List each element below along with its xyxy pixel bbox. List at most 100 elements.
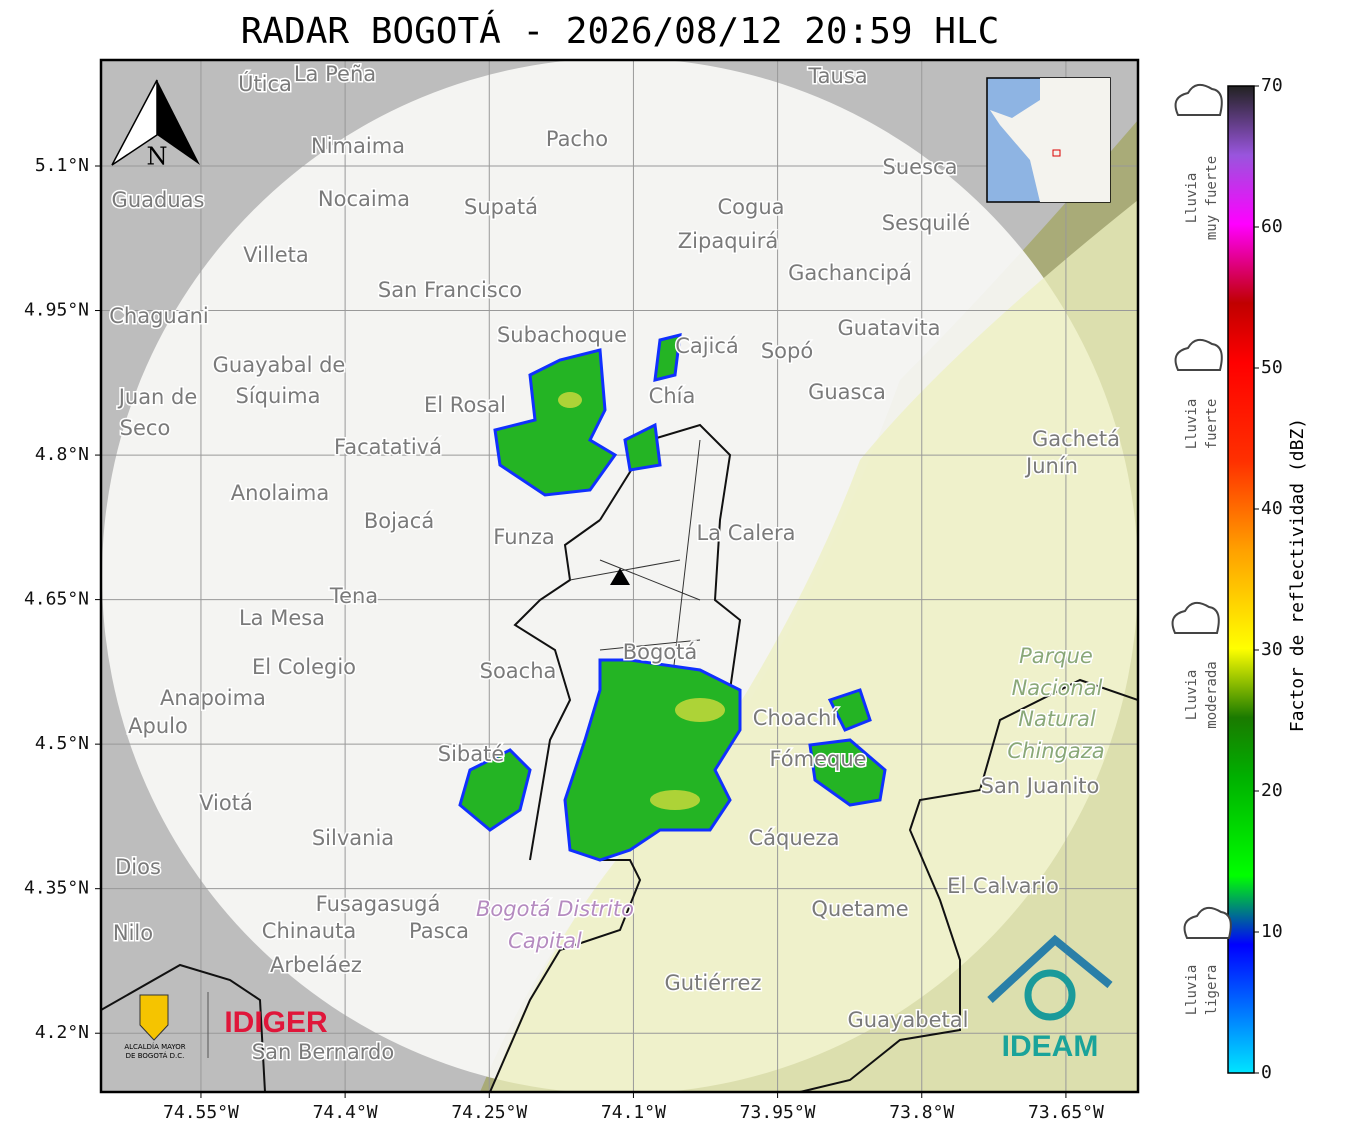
rain-level-label: muy fuerte — [1204, 156, 1220, 240]
colorbar-tick-label: 50 — [1261, 357, 1283, 378]
y-tick-label: 5.1°N — [35, 155, 89, 176]
place-label: Natural — [1018, 707, 1096, 731]
place-label: San Bernardo — [252, 1040, 394, 1064]
rain-level-label: Lluvia — [1184, 173, 1200, 224]
place-label: Tena — [329, 584, 378, 608]
place-label: Quetame — [811, 897, 908, 921]
localities — [569, 439, 701, 701]
place-label: Nilo — [113, 921, 153, 945]
place-label: La Mesa — [239, 606, 325, 630]
north-label: N — [147, 143, 168, 171]
echo-cores — [558, 392, 725, 810]
place-label: Apulo — [128, 714, 188, 738]
place-label: Facatativá — [334, 435, 442, 459]
y-tick-label: 4.8°N — [35, 444, 89, 465]
place-label: Guayabal de — [213, 353, 346, 377]
place-label: Gutiérrez — [665, 971, 762, 995]
place-label: Suesca — [883, 155, 958, 179]
place-label: Cáqueza — [749, 826, 840, 850]
y-tick-label: 4.65°N — [24, 589, 89, 610]
place-label: San Juanito — [981, 774, 1100, 798]
place-label: La Calera — [696, 521, 795, 545]
north-arrow-right — [157, 80, 200, 165]
ideam-logo: IDEAM — [1002, 1030, 1099, 1063]
ideam-roof — [987, 934, 1113, 1003]
alcaldia-shield — [139, 994, 169, 1041]
place-label: Guayabetal — [848, 1008, 969, 1032]
place-label: Villeta — [243, 243, 308, 267]
place-label: Sibaté — [438, 742, 505, 766]
rain-level-label: moderada — [1204, 661, 1220, 728]
place-label: Sesquilé — [882, 211, 970, 235]
place-label: Capital — [508, 929, 582, 953]
x-tick-label: 74.25°W — [451, 1102, 527, 1123]
map-frame — [99, 58, 1140, 1094]
rain-level-label: ligera — [1204, 965, 1220, 1016]
y-tick-label: 4.35°N — [24, 878, 89, 899]
terrain-overlay — [490, 200, 1138, 1092]
alcaldia-text: DE BOGOTÁ D.C. — [126, 1051, 185, 1060]
x-tick-label: 74.4°W — [313, 1102, 378, 1123]
place-label: Nacional — [1012, 676, 1103, 700]
colorbar-tick-label: 40 — [1261, 498, 1283, 519]
rain-level-label: fuerte — [1204, 399, 1220, 450]
x-tick-label: 73.65°W — [1028, 1102, 1104, 1123]
colorbar-tick-label: 70 — [1261, 75, 1283, 96]
colorbar-tick-label: 60 — [1261, 216, 1283, 237]
place-label: Tausa — [807, 64, 867, 88]
place-label: Guatavita — [838, 316, 941, 340]
place-label: Pacho — [546, 127, 608, 151]
place-label: Bogotá — [623, 640, 698, 664]
place-label: Anapoima — [160, 686, 266, 710]
place-label: Seco — [120, 416, 171, 440]
place-label: Bogotá Distrito — [476, 897, 634, 921]
y-tick-label: 4.2°N — [35, 1022, 89, 1043]
place-label: Soacha — [480, 659, 557, 683]
place-label: Síquima — [236, 384, 321, 408]
place-label: Arbeláez — [270, 953, 362, 977]
rain-level-label: Lluvia — [1184, 965, 1200, 1016]
place-label: Sopó — [761, 339, 813, 363]
rain-level-label: Lluvia — [1184, 670, 1200, 721]
place-label: Guaduas — [112, 188, 205, 212]
idiger-logo: IDIGER — [224, 1006, 328, 1039]
ideam-swirl — [1024, 969, 1076, 1021]
place-label: Funza — [493, 525, 554, 549]
place-label: El Calvario — [947, 874, 1059, 898]
place-label: Chía — [649, 384, 696, 408]
rain-icons — [1171, 83, 1232, 939]
colorbar-tick-label: 30 — [1261, 639, 1283, 660]
x-tick-label: 73.95°W — [740, 1102, 816, 1123]
place-label: Cajicá — [675, 334, 739, 358]
place-label: Choachí — [753, 706, 839, 730]
inset-marker — [1052, 149, 1061, 157]
place-label: Útica — [238, 71, 292, 96]
x-tick-label: 74.55°W — [163, 1102, 239, 1123]
title: RADAR BOGOTÁ - 2026/08/12 20:59 HLC — [241, 10, 1000, 52]
place-label: Parque — [1019, 644, 1093, 668]
place-label: Supatá — [464, 195, 538, 219]
radar-echoes — [458, 333, 887, 862]
place-label: Chinauta — [262, 919, 356, 943]
place-label: Nocaima — [318, 187, 410, 211]
place-label: Chingaza — [1007, 739, 1104, 763]
colorbar-tick-label: 20 — [1261, 780, 1283, 801]
inset-land — [990, 78, 1110, 202]
place-label: El Colegio — [252, 655, 356, 679]
place-label: Silvania — [312, 826, 394, 850]
y-tick-label: 4.5°N — [35, 733, 89, 754]
place-label: Zipaquirá — [678, 229, 778, 253]
colorbar — [1227, 85, 1255, 1074]
place-label: Dios — [115, 855, 161, 879]
place-label: San Francisco — [378, 278, 522, 302]
place-label: Gachancipá — [788, 261, 912, 285]
place-label: Pasca — [409, 919, 469, 943]
alcaldia-text: ALCALDÍA MAYOR — [124, 1042, 185, 1051]
x-tick-label: 74.1°W — [601, 1102, 666, 1123]
place-label: Gachetá — [1032, 427, 1120, 451]
place-label: Bojacá — [364, 509, 434, 533]
place-label: Nimaima — [311, 134, 405, 158]
place-label: Subachoque — [497, 323, 627, 347]
colorbar-label: Factor de reflectividad (dBZ) — [1287, 418, 1308, 732]
